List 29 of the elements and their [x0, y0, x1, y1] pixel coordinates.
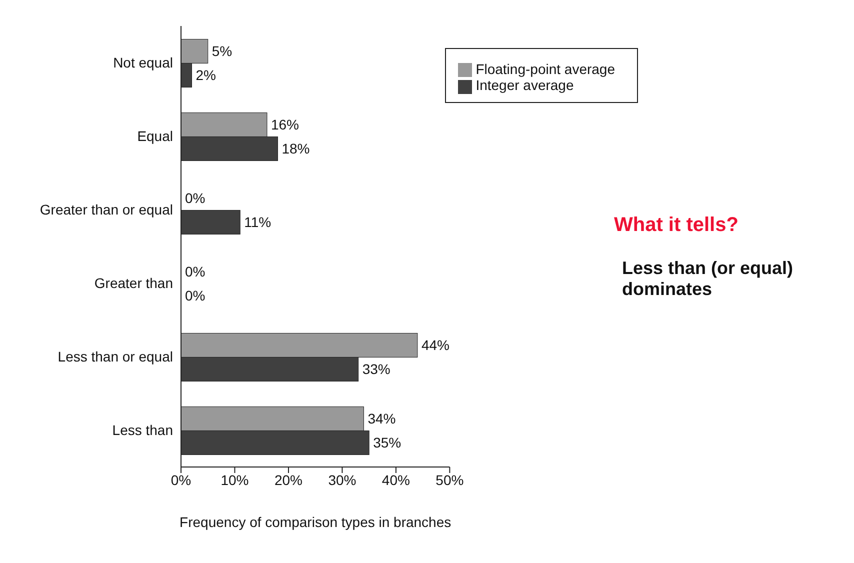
legend-label: Floating-point average	[476, 61, 615, 77]
data-label: 33%	[362, 361, 390, 378]
y-tick-label: Greater than	[94, 275, 173, 292]
y-tick-label: Greater than or equal	[40, 202, 173, 218]
data-label: 11%	[244, 214, 272, 230]
x-tick-label: 40%	[382, 472, 410, 488]
y-tick-label: Less than	[112, 422, 173, 438]
y-tick-label: Equal	[137, 128, 173, 144]
data-label: 0%	[185, 288, 206, 304]
x-tick-label: 30%	[328, 472, 356, 488]
text: Less than (or equal) dominates	[622, 258, 794, 300]
data-label: 2%	[196, 67, 216, 84]
x-tick-label: 0%	[170, 472, 192, 488]
data-label: 34%	[368, 410, 396, 427]
data-label: 0%	[185, 190, 206, 206]
x-tick-label: 20%	[274, 472, 302, 488]
data-label: 44%	[421, 337, 450, 354]
data-label: 35%	[373, 434, 402, 451]
data-label: 0%	[185, 264, 206, 280]
y-tick-label: Not equal	[113, 54, 173, 71]
text: What it tells?	[614, 214, 740, 237]
x-axis-title: Frequency of comparison types in branches	[180, 514, 452, 530]
x-tick-label: 50%	[436, 472, 464, 488]
data-label: 5%	[212, 43, 232, 60]
y-tick-label: Less than or equal	[58, 348, 173, 365]
data-label: 16%	[270, 116, 300, 133]
legend-label: Integer average	[476, 77, 574, 94]
data-label: 18%	[282, 140, 310, 157]
x-tick-label: 10%	[220, 472, 249, 488]
